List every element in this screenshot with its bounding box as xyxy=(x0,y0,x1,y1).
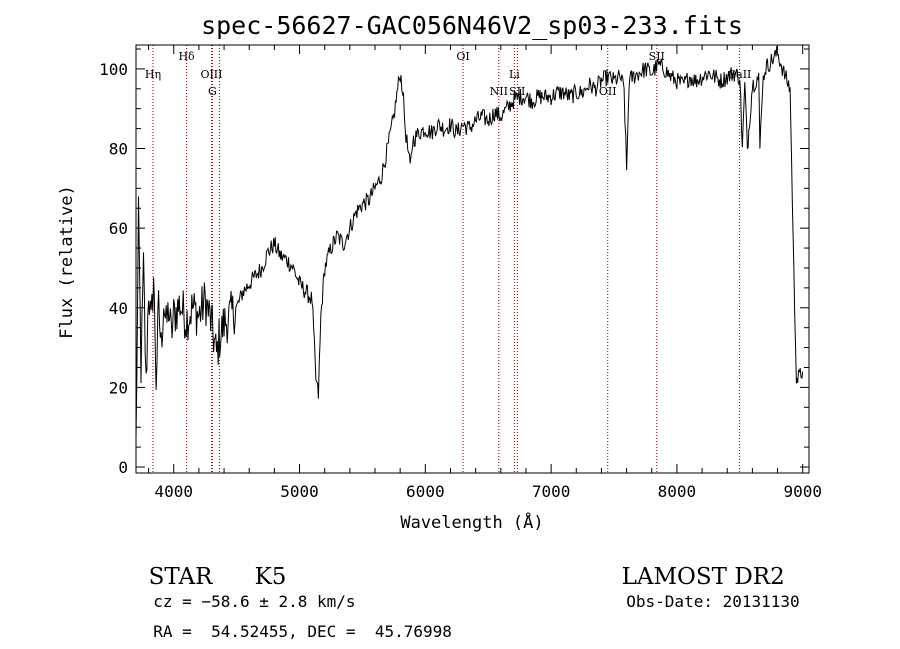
y-tick-label: 20 xyxy=(109,378,128,397)
line-marker-label: OIII xyxy=(200,68,222,81)
line-marker-label: NII xyxy=(490,85,508,98)
y-tick-label: 60 xyxy=(109,219,128,238)
x-tick-label: 5000 xyxy=(280,482,319,501)
line-marker-label: Hδ xyxy=(178,50,195,63)
x-tick-label: 4000 xyxy=(154,482,193,501)
observation-date: Obs-Date: 20131130 xyxy=(626,592,800,611)
line-marker-label: G xyxy=(208,85,217,98)
axis-ticks: 4000 5000 6000 7000 8000 9000 0 20 40 60 80 100 xyxy=(99,45,822,501)
x-tick-label: 7000 xyxy=(532,482,571,501)
line-marker-label: Li xyxy=(509,68,520,81)
chart-title: spec-56627-GAC056N46V2_sp03-233.fits xyxy=(201,11,743,40)
y-tick-label: 80 xyxy=(109,140,128,159)
line-marker-label: OII xyxy=(599,85,617,98)
object-subclass: K5 xyxy=(254,564,287,590)
x-tick-label: 6000 xyxy=(406,482,445,501)
y-tick-label: 0 xyxy=(118,458,128,477)
x-tick-label: 9000 xyxy=(783,482,822,501)
y-axis-title: Flux (relative) xyxy=(57,185,77,339)
y-tick-label: 100 xyxy=(99,60,128,79)
sky-coordinates: RA = 54.52455, DEC = 45.76998 xyxy=(153,622,452,641)
spectrum-series-line xyxy=(135,45,804,440)
x-tick-label: 8000 xyxy=(658,482,697,501)
object-class: STAR xyxy=(148,564,213,590)
plot-frame xyxy=(135,44,810,474)
line-marker-label: SII xyxy=(509,85,525,98)
survey-name: LAMOST DR2 xyxy=(621,564,785,590)
line-marker-label: Hη xyxy=(145,68,161,81)
redshift-velocity: cz = −58.6 ± 2.8 km/s xyxy=(153,592,356,611)
line-marker-label: OI xyxy=(456,50,469,63)
x-axis-title: Wavelength (Å) xyxy=(400,511,543,533)
y-tick-label: 40 xyxy=(109,299,128,318)
